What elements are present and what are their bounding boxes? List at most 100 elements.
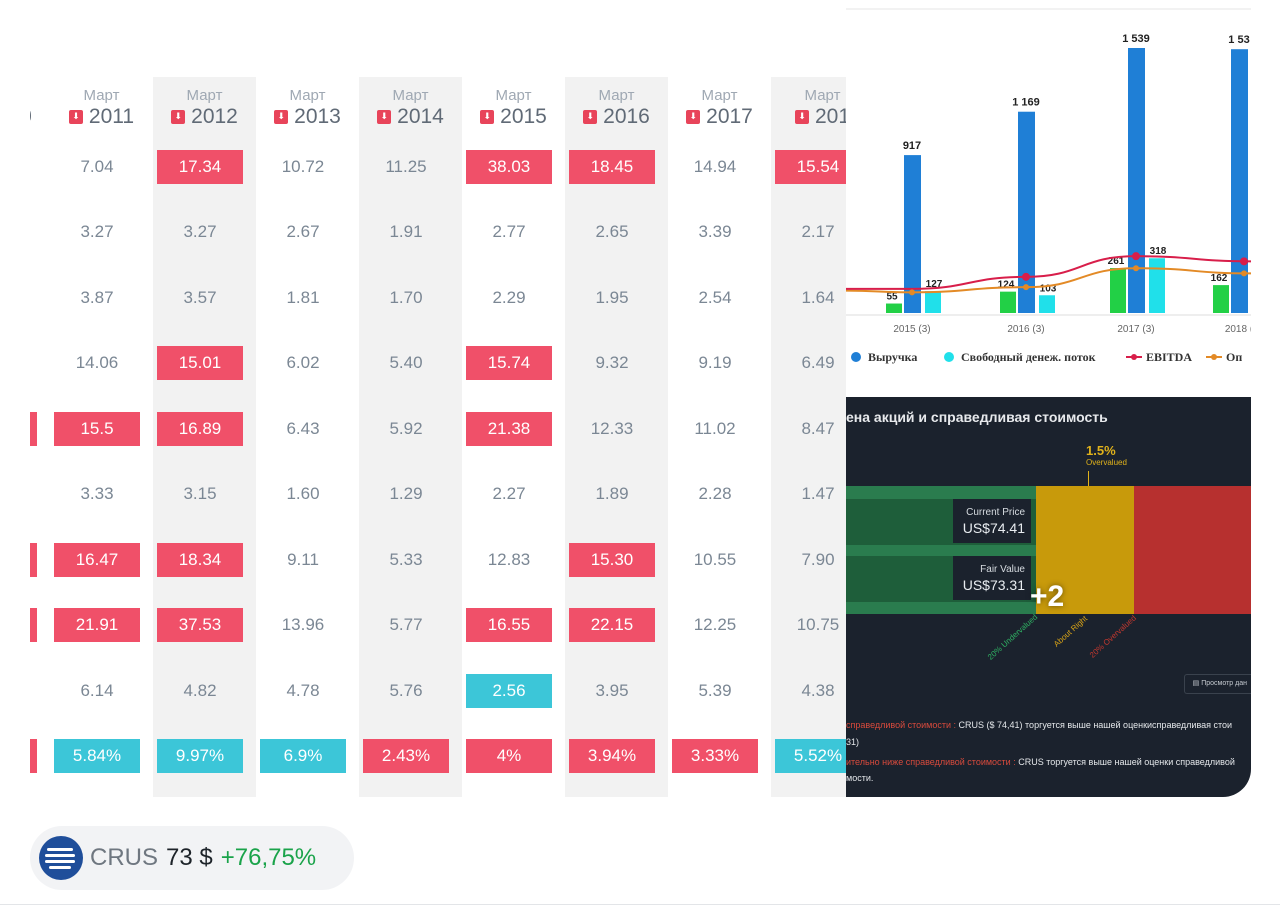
table-cell: 6.43 bbox=[286, 419, 320, 438]
table-cell: 10.72 bbox=[281, 157, 325, 176]
current-price-box: Current Price US$74.41 bbox=[953, 499, 1031, 543]
table-cell: 21.38 bbox=[466, 412, 552, 446]
overvalued-zone bbox=[1134, 486, 1251, 614]
table-cell: 12.33 bbox=[590, 419, 634, 438]
legend-op-dot bbox=[1211, 354, 1217, 360]
column-month: Март bbox=[83, 87, 120, 104]
pdf-icon[interactable]: ⬇ bbox=[480, 110, 495, 124]
table-cell: 21.91 bbox=[54, 608, 140, 642]
table-cell: 2.43% bbox=[363, 739, 449, 773]
legend-fcf-marker bbox=[944, 352, 954, 362]
current-price-bar: Current Price US$74.41 bbox=[846, 499, 1036, 545]
fair-value-label: Fair Value bbox=[980, 564, 1025, 575]
bar-fcf bbox=[1039, 295, 1055, 313]
zone-label-about-right: About Right bbox=[1052, 614, 1090, 649]
data-label-revenue: 1 53 bbox=[1228, 34, 1249, 46]
bar-fcf bbox=[925, 291, 941, 313]
table-cell: 14.06 bbox=[75, 353, 119, 372]
pdf-icon[interactable]: ⬇ bbox=[171, 110, 186, 124]
column-year-label: 2010 bbox=[30, 105, 32, 129]
table-cell bbox=[30, 215, 37, 249]
table-cell: 6.14 bbox=[80, 681, 114, 700]
ticker-chip[interactable]: CRUS 73 $ +76,75% bbox=[30, 826, 354, 890]
note-1: справедливой стоимости : CRUS ($ 74,41) … bbox=[846, 720, 1232, 730]
column-year[interactable]: ⬇ 2013 bbox=[256, 105, 359, 129]
data-label-fcf: 318 bbox=[1150, 246, 1167, 257]
pdf-icon[interactable]: ⬇ bbox=[274, 110, 289, 124]
pdf-icon[interactable]: ⬇ bbox=[583, 110, 598, 124]
note-1-highlight: справедливой стоимости : bbox=[846, 720, 957, 730]
table-cell: 5.33 bbox=[389, 550, 423, 569]
table-cell: 5.39 bbox=[698, 681, 732, 700]
table-cell: 1.89 bbox=[595, 484, 629, 503]
column-year-label: 2012 bbox=[191, 105, 238, 128]
ebitda-point bbox=[1022, 272, 1030, 281]
column-year[interactable]: ⬇ 2015 bbox=[462, 105, 565, 129]
table-column: Март ⬇ 2017 14.94 3.39 2.54 9.19 11.02 2.28 10.55… bbox=[668, 77, 771, 797]
bar-green bbox=[1000, 291, 1016, 313]
pdf-icon[interactable]: ⬇ bbox=[68, 110, 83, 124]
image-collage: Март⬇2010Март⬇20117.043.273.8714.0615.53… bbox=[30, 0, 1251, 797]
table-column: Март⬇2010 bbox=[30, 77, 50, 797]
table-cell: 9.19 bbox=[698, 353, 732, 372]
column-year[interactable]: ⬇ 2014 bbox=[359, 105, 462, 129]
table-cell: 15.74 bbox=[466, 346, 552, 380]
pdf-icon[interactable]: ⬇ bbox=[686, 110, 701, 124]
column-year[interactable]: ⬇ 2017 bbox=[668, 105, 771, 129]
table-cell: 6.02 bbox=[286, 353, 320, 372]
ticker-price: 73 $ bbox=[166, 844, 213, 871]
column-year[interactable]: ⬇ 201 bbox=[771, 105, 874, 129]
table-cell: 10.75 bbox=[796, 615, 840, 634]
column-year-label: 2016 bbox=[603, 105, 650, 128]
table-cell: 1.91 bbox=[389, 222, 423, 241]
note-2-highlight: ительно ниже справедливой стоимости : bbox=[846, 757, 1016, 767]
table-cell: 3.27 bbox=[183, 222, 217, 241]
ebitda-point bbox=[1132, 252, 1140, 261]
column-year-label: 201 bbox=[814, 105, 851, 128]
table-cell bbox=[30, 412, 37, 446]
table-cell: 18.34 bbox=[157, 543, 243, 577]
table-cell: 1.60 bbox=[286, 484, 320, 503]
table-cell: 8.47 bbox=[801, 419, 835, 438]
data-label-revenue: 917 bbox=[903, 140, 921, 152]
column-year[interactable]: ⬇2010 bbox=[30, 105, 50, 129]
pdf-icon[interactable]: ⬇ bbox=[377, 110, 392, 124]
column-month: Март bbox=[289, 87, 326, 104]
table-cell: 1.29 bbox=[389, 484, 423, 503]
table-cell: 38.03 bbox=[466, 150, 552, 184]
bar-green bbox=[1110, 268, 1126, 313]
table-cell bbox=[30, 150, 37, 184]
table-cell: 3.33 bbox=[80, 484, 114, 503]
note-2-line2: мости. bbox=[846, 773, 874, 783]
table-cell: 11.25 bbox=[385, 157, 427, 176]
category-label: 2016 (3) bbox=[1007, 324, 1044, 335]
data-label-green: 55 bbox=[886, 292, 898, 303]
table-cell bbox=[30, 608, 37, 642]
column-year[interactable]: ⬇ 2011 bbox=[50, 105, 153, 129]
table-cell: 5.77 bbox=[389, 615, 423, 634]
column-year[interactable]: ⬇ 2012 bbox=[153, 105, 256, 129]
table-cell: 2.27 bbox=[492, 484, 526, 503]
view-data-button[interactable]: ▤ Просмотр дан bbox=[1183, 674, 1251, 694]
table-cell: 1.47 bbox=[801, 484, 835, 503]
pdf-icon[interactable]: ⬇ bbox=[794, 110, 809, 124]
table-cell: 2.54 bbox=[698, 288, 732, 307]
column-month: Март bbox=[804, 87, 841, 104]
table-cell: 12.83 bbox=[487, 550, 531, 569]
column-month: Март bbox=[701, 87, 738, 104]
table-cell: 3.87 bbox=[80, 288, 114, 307]
legend-ebitda: EBITDA bbox=[1146, 350, 1192, 364]
table-cell bbox=[30, 477, 37, 511]
category-label: 2015 (3) bbox=[893, 324, 930, 335]
data-label-fcf: 103 bbox=[1040, 283, 1057, 294]
table-cell: 16.89 bbox=[157, 412, 243, 446]
company-logo-icon bbox=[39, 836, 83, 880]
table-cell: 3.57 bbox=[183, 288, 217, 307]
table-cell: 5.40 bbox=[389, 353, 423, 372]
table-cell: 2.29 bbox=[492, 288, 526, 307]
table-column: Март ⬇ 2011 7.04 3.27 3.87 14.06 15.5 3.33 16.47 2… bbox=[50, 77, 153, 797]
more-images-badge[interactable]: +2 bbox=[1030, 580, 1065, 613]
op-point bbox=[909, 289, 915, 296]
table-cell: 15.30 bbox=[569, 543, 655, 577]
column-year[interactable]: ⬇ 2016 bbox=[565, 105, 668, 129]
